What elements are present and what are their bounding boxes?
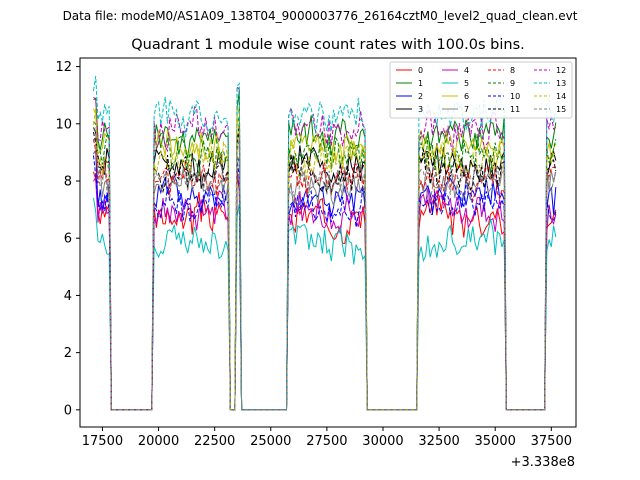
- legend-label-15: 15: [556, 105, 566, 114]
- x-tick-label: 32500: [418, 434, 459, 449]
- legend-label-14: 14: [556, 92, 566, 101]
- legend-label-4: 4: [464, 66, 469, 75]
- series-line-12: [93, 84, 557, 411]
- series-line-5: [93, 197, 557, 411]
- legend-label-1: 1: [418, 79, 423, 88]
- series-line-14: [93, 107, 556, 411]
- legend-label-7: 7: [464, 105, 469, 114]
- legend-label-6: 6: [464, 92, 469, 101]
- plot-frame: [79, 57, 577, 428]
- legend-label-11: 11: [510, 105, 520, 114]
- x-tick-label: 37500: [531, 434, 572, 449]
- series-line-9: [93, 116, 557, 411]
- series-line-4: [93, 168, 557, 411]
- series-layer: [93, 75, 557, 411]
- x-tick-label: 22500: [194, 434, 235, 449]
- y-tick-label: 12: [55, 60, 72, 75]
- x-tick-label: 17500: [82, 434, 123, 449]
- x-offset-label: +3.338e8: [511, 455, 575, 470]
- y-tick-label: 4: [64, 289, 72, 304]
- axis-layer: 17500 20000 22500 25000 27500 30000 32500 35000…: [55, 60, 572, 449]
- legend-label-0: 0: [418, 66, 423, 75]
- y-tick-label: 8: [64, 175, 72, 190]
- chart-title: Quadrant 1 module wise count rates with …: [131, 37, 525, 53]
- x-tick-label: 27500: [306, 434, 347, 449]
- legend-label-10: 10: [510, 92, 520, 101]
- series-line-13: [93, 75, 557, 411]
- x-tick-label: 25000: [250, 434, 291, 449]
- data-file-label: Data file: modeM0/AS1A09_138T04_90000037…: [63, 9, 578, 23]
- legend-label-12: 12: [556, 66, 566, 75]
- y-tick-label: 6: [64, 232, 72, 247]
- legend-box: [389, 61, 573, 119]
- series-line-15: [93, 129, 557, 411]
- legend-label-5: 5: [464, 79, 469, 88]
- series-line-11: [93, 124, 557, 411]
- x-tick-label: 20000: [138, 434, 179, 449]
- legend-label-8: 8: [510, 66, 515, 75]
- legend-label-13: 13: [556, 79, 566, 88]
- legend-label-3: 3: [418, 105, 423, 114]
- x-tick-label: 35000: [475, 434, 516, 449]
- y-tick-label: 2: [64, 346, 72, 361]
- x-tick-label: 30000: [362, 434, 403, 449]
- legend-label-2: 2: [418, 92, 423, 101]
- y-tick-label: 10: [55, 117, 72, 132]
- series-line-10: [93, 155, 557, 411]
- y-tick-label: 0: [64, 403, 72, 418]
- series-line-8: [93, 132, 556, 411]
- legend-label-9: 9: [510, 79, 515, 88]
